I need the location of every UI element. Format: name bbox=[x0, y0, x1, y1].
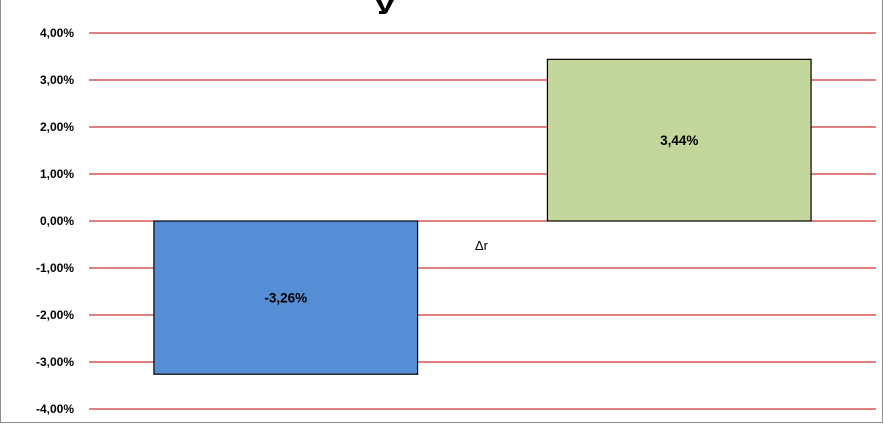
bar-data-label: -3,26% bbox=[264, 291, 307, 306]
y-tick-label: 1,00% bbox=[40, 167, 74, 181]
y-tick-label: 4,00% bbox=[40, 26, 74, 40]
y-tick-label: -2,00% bbox=[36, 308, 74, 322]
bar bbox=[546, 58, 812, 222]
y-tick-label: -4,00% bbox=[36, 402, 74, 416]
y-tick-label: -1,00% bbox=[36, 261, 74, 275]
y-tick-label: 2,00% bbox=[40, 120, 74, 134]
y-axis-tick-labels: 4,00% 3,00% 2,00% 1,00% 0,00% -1,00% -2,00% -3,… bbox=[36, 26, 74, 416]
bar-data-label: 3,44% bbox=[660, 133, 698, 148]
bars bbox=[153, 58, 812, 375]
data-labels: -3,26% 3,44% bbox=[264, 133, 698, 305]
y-tick-label: -3,00% bbox=[36, 355, 74, 369]
title-fragment bbox=[376, 0, 394, 14]
y-tick-label: 3,00% bbox=[40, 73, 74, 87]
bar bbox=[153, 220, 419, 375]
category-axis-label: Δr bbox=[475, 238, 489, 253]
y-tick-label: 0,00% bbox=[40, 214, 74, 228]
